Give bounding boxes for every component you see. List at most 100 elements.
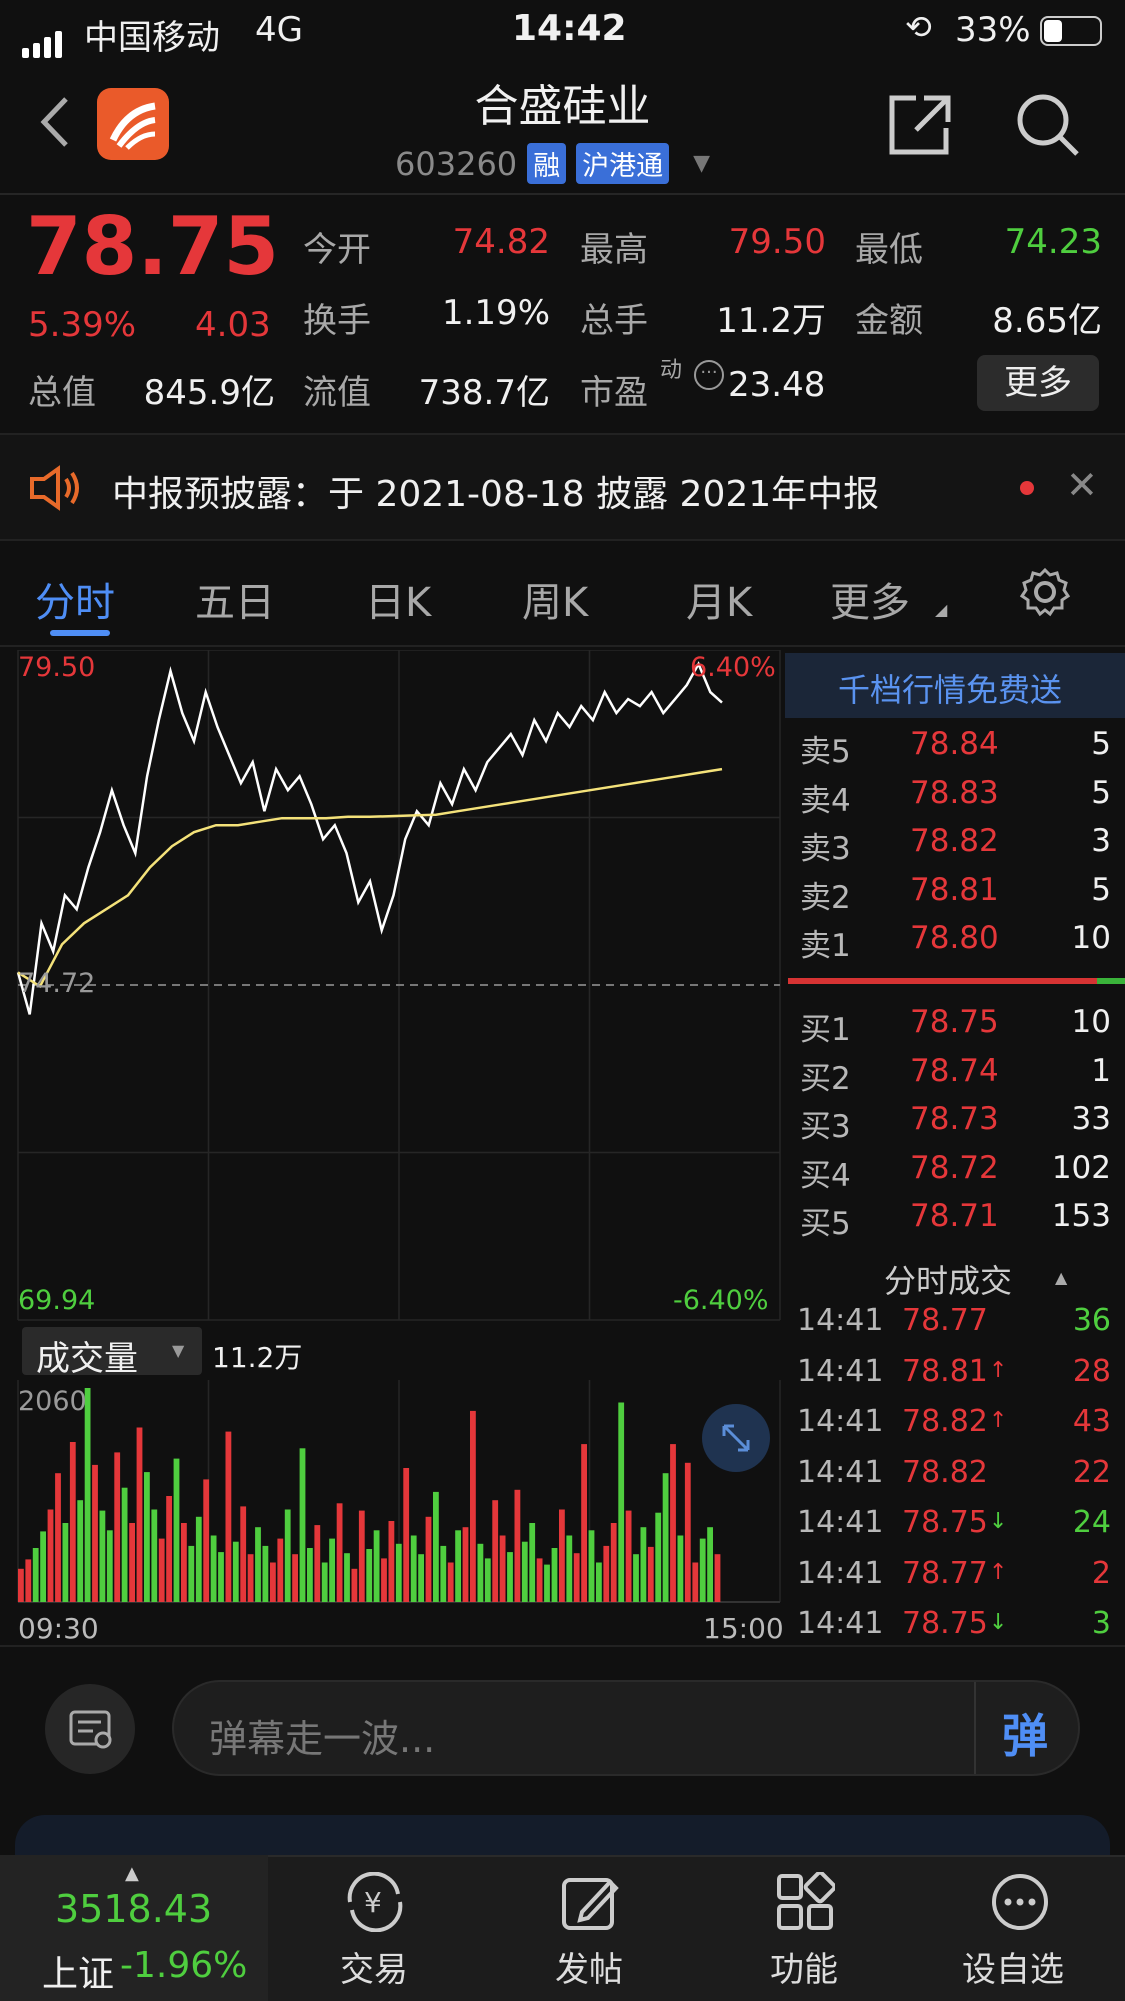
nav-functions[interactable]: 功能 — [770, 1950, 838, 1990]
open-label: 今开 — [303, 230, 371, 270]
volume-bar — [203, 1479, 210, 1602]
volume-bar — [514, 1489, 521, 1602]
y-axis-bottom-pct: -6.40% — [673, 1285, 769, 1316]
notice-bar[interactable]: 中报预披露：于 2021-08-18 披露 2021年中报 ✕ — [0, 433, 1125, 541]
nav-trade[interactable]: 交易 — [340, 1950, 408, 1990]
volume-bar — [277, 1538, 284, 1602]
volume-bar — [47, 1509, 54, 1602]
dropdown-arrow-icon[interactable]: ▼ — [693, 151, 711, 176]
speaker-icon — [28, 465, 82, 515]
indicator-selector[interactable]: 成交量 ▼ — [22, 1327, 202, 1379]
volume-bar — [84, 1388, 91, 1602]
tab-weekly-k[interactable]: 周K — [522, 580, 589, 626]
volume-bar — [499, 1535, 506, 1602]
volume-bar — [358, 1510, 365, 1602]
tab-daily-k[interactable]: 日K — [365, 580, 432, 626]
more-circle-icon[interactable] — [990, 1872, 1050, 1936]
index-ticker[interactable]: ▲ 3518.43 上证 -1.96% — [0, 1855, 268, 2001]
index-value: 3518.43 — [55, 1887, 213, 1931]
volume-bar — [314, 1525, 321, 1602]
more-button[interactable]: 更多 — [977, 355, 1099, 411]
arrow-up-icon: ↑ — [989, 1559, 1008, 1585]
tab-five-day[interactable]: 五日 — [195, 580, 275, 626]
ask-level-label: 卖1 — [800, 928, 851, 964]
trade-price: 78.77 — [902, 1303, 988, 1338]
bid-row[interactable]: 买4 78.72 102 — [800, 1150, 1115, 1198]
intraday-price-chart[interactable] — [0, 650, 785, 1350]
more-dots-icon[interactable]: ··· — [694, 360, 724, 390]
ask-price: 78.82 — [910, 823, 999, 859]
carrier: 中国移动 — [84, 18, 220, 58]
chevron-up-icon[interactable]: ▲ — [1055, 1268, 1068, 1287]
stock-code-row: 603260 融 沪港通 ▼ — [395, 143, 710, 184]
indicator-label: 成交量 — [36, 1339, 138, 1379]
volume-bar — [247, 1554, 254, 1602]
nav-post[interactable]: 发帖 — [555, 1950, 623, 1990]
volume-bar — [625, 1510, 632, 1602]
trade-volume: 28 — [1072, 1353, 1111, 1389]
trades-title[interactable]: 分时成交 — [884, 1262, 1013, 1300]
post-icon[interactable] — [560, 1872, 622, 1936]
trade-row: 14:41 78.77 36 — [797, 1303, 1117, 1353]
ask-volume: 5 — [1091, 726, 1111, 762]
trade-row: 14:41 78.82 22 — [797, 1455, 1117, 1505]
trade-icon[interactable]: ¥ — [340, 1871, 410, 1936]
back-icon[interactable] — [40, 95, 70, 147]
volume-bar — [299, 1448, 306, 1602]
volume-bar — [195, 1516, 202, 1602]
volume-bar — [492, 1500, 499, 1602]
arrow-down-icon: ↓ — [989, 1610, 1008, 1635]
trade-volume: 36 — [1072, 1303, 1111, 1338]
tab-monthly-k[interactable]: 月K — [686, 580, 753, 626]
settings-gear-icon[interactable] — [1019, 567, 1071, 621]
volume-bar — [92, 1464, 98, 1602]
tab-more-arrow-icon: ◢ — [935, 600, 948, 619]
ask-row[interactable]: 卖5 78.84 5 — [800, 726, 1115, 774]
close-icon[interactable]: ✕ — [1066, 463, 1098, 507]
bid-row[interactable]: 买1 78.75 10 — [800, 1004, 1115, 1052]
amount-label: 金额 — [855, 301, 923, 341]
volume-bar — [307, 1548, 313, 1602]
danmaku-settings-icon[interactable] — [45, 1684, 135, 1774]
search-icon[interactable] — [1015, 92, 1081, 158]
bid-row[interactable]: 买5 78.71 153 — [800, 1198, 1115, 1246]
nav-add-watchlist[interactable]: 设自选 — [962, 1950, 1064, 1990]
volume-bar — [573, 1553, 580, 1602]
danmaku-send-button[interactable]: 弹 — [1002, 1709, 1048, 1763]
margin-tag: 融 — [527, 143, 567, 184]
ask-row[interactable]: 卖2 78.81 5 — [800, 872, 1115, 920]
expand-icon[interactable] — [702, 1404, 770, 1472]
float-cap-value: 738.7亿 — [418, 373, 550, 413]
amount-value: 8.65亿 — [992, 301, 1102, 341]
volume-bar — [699, 1538, 706, 1602]
open-value: 74.82 — [452, 222, 550, 262]
ask-row[interactable]: 卖1 78.80 10 — [800, 920, 1115, 968]
functions-grid-icon[interactable] — [775, 1870, 837, 1936]
volume-bar — [447, 1562, 454, 1602]
level2-promo-banner[interactable]: 千档行情免费送 — [785, 653, 1125, 718]
bid-row[interactable]: 买2 78.74 1 — [800, 1053, 1115, 1101]
danmaku-input[interactable]: 弹幕走一波... 弹 — [172, 1680, 1080, 1776]
bid-level-label: 买1 — [800, 1012, 851, 1048]
ask-row[interactable]: 卖4 78.83 5 — [800, 775, 1115, 823]
svg-text:¥: ¥ — [364, 1886, 382, 1919]
chevron-down-icon: ▼ — [172, 1341, 185, 1360]
trade-price: 78.75 — [902, 1505, 988, 1540]
turnover-label: 换手 — [303, 301, 371, 341]
volume-bar — [40, 1531, 46, 1602]
y-axis-top-pct: 6.40% — [690, 652, 776, 683]
volume-bar — [225, 1431, 232, 1602]
tab-intraday[interactable]: 分时 — [35, 580, 115, 626]
tab-indicator — [50, 630, 110, 636]
volume-bar — [69, 1442, 76, 1602]
volume-bar — [455, 1530, 461, 1602]
bid-row[interactable]: 买3 78.73 33 — [800, 1101, 1115, 1149]
ask-level-label: 卖3 — [800, 831, 851, 867]
y-axis-bottom-label: 69.94 — [18, 1285, 96, 1316]
volume-bar — [521, 1541, 528, 1602]
low-value: 74.23 — [1004, 222, 1102, 262]
tab-more[interactable]: 更多 — [830, 580, 910, 626]
share-icon[interactable] — [886, 92, 954, 158]
change-percent: 5.39% — [28, 305, 137, 345]
ask-row[interactable]: 卖3 78.82 3 — [800, 823, 1115, 871]
